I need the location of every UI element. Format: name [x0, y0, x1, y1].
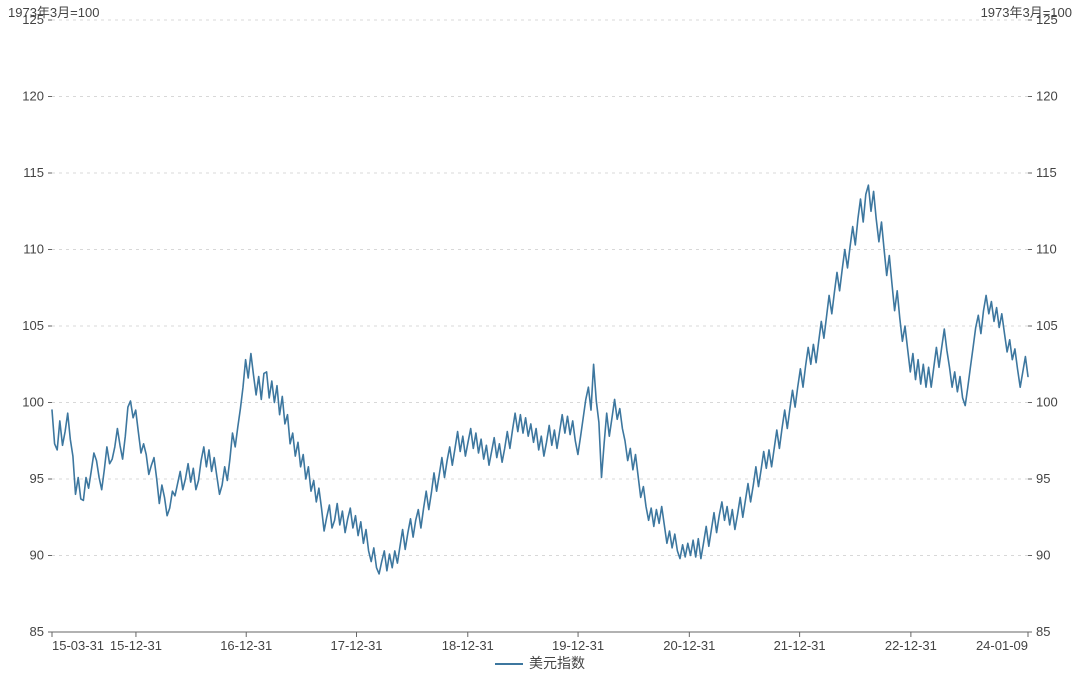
- svg-text:15-03-31: 15-03-31: [52, 638, 104, 653]
- svg-text:21-12-31: 21-12-31: [774, 638, 826, 653]
- chart-container: 1973年3月=100 1973年3月=100 85 85 90 90 95 95 100 1…: [0, 0, 1080, 679]
- svg-text:90: 90: [1036, 548, 1050, 563]
- svg-text:15-12-31: 15-12-31: [110, 638, 162, 653]
- svg-text:17-12-31: 17-12-31: [330, 638, 382, 653]
- line-chart: 85 85 90 90 95 95 100 100 105 105 110 110 115 115 120 1…: [0, 0, 1080, 679]
- legend-line: [495, 663, 523, 665]
- svg-text:110: 110: [23, 242, 44, 257]
- svg-text:120: 120: [22, 89, 44, 104]
- svg-text:95: 95: [30, 471, 44, 486]
- svg-text:16-12-31: 16-12-31: [220, 638, 272, 653]
- svg-text:20-12-31: 20-12-31: [663, 638, 715, 653]
- subtitle-left: 1973年3月=100: [8, 2, 99, 21]
- svg-text:24-01-09: 24-01-09: [976, 638, 1028, 653]
- legend-label: 美元指数: [529, 655, 585, 671]
- svg-text:105: 105: [22, 318, 44, 333]
- svg-text:90: 90: [30, 548, 44, 563]
- svg-text:85: 85: [30, 624, 44, 639]
- svg-text:19-12-31: 19-12-31: [552, 638, 604, 653]
- svg-text:110: 110: [1036, 242, 1057, 257]
- svg-text:115: 115: [1036, 165, 1057, 180]
- svg-text:22-12-31: 22-12-31: [885, 638, 937, 653]
- legend: 美元指数: [0, 653, 1080, 673]
- svg-text:105: 105: [1036, 318, 1058, 333]
- svg-text:100: 100: [1036, 395, 1058, 410]
- svg-text:95: 95: [1036, 471, 1050, 486]
- svg-text:115: 115: [23, 165, 44, 180]
- subtitle-right: 1973年3月=100: [981, 2, 1072, 21]
- svg-text:120: 120: [1036, 89, 1058, 104]
- svg-text:100: 100: [22, 395, 44, 410]
- svg-text:18-12-31: 18-12-31: [442, 638, 494, 653]
- svg-text:85: 85: [1036, 624, 1050, 639]
